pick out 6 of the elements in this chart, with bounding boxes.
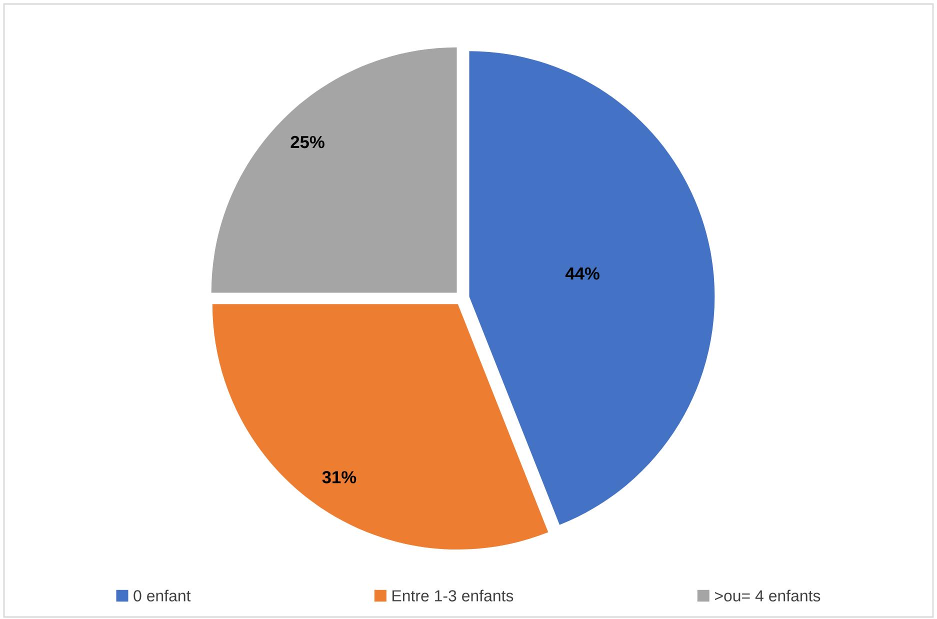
legend-label: Entre 1-3 enfants [392,590,514,602]
legend-label: 0 enfant [134,590,191,602]
legend-label: >ou= 4 enfants [714,590,820,602]
data-label: 44% [565,267,600,280]
data-label: 31% [322,471,356,484]
data-label: 25% [290,136,324,148]
